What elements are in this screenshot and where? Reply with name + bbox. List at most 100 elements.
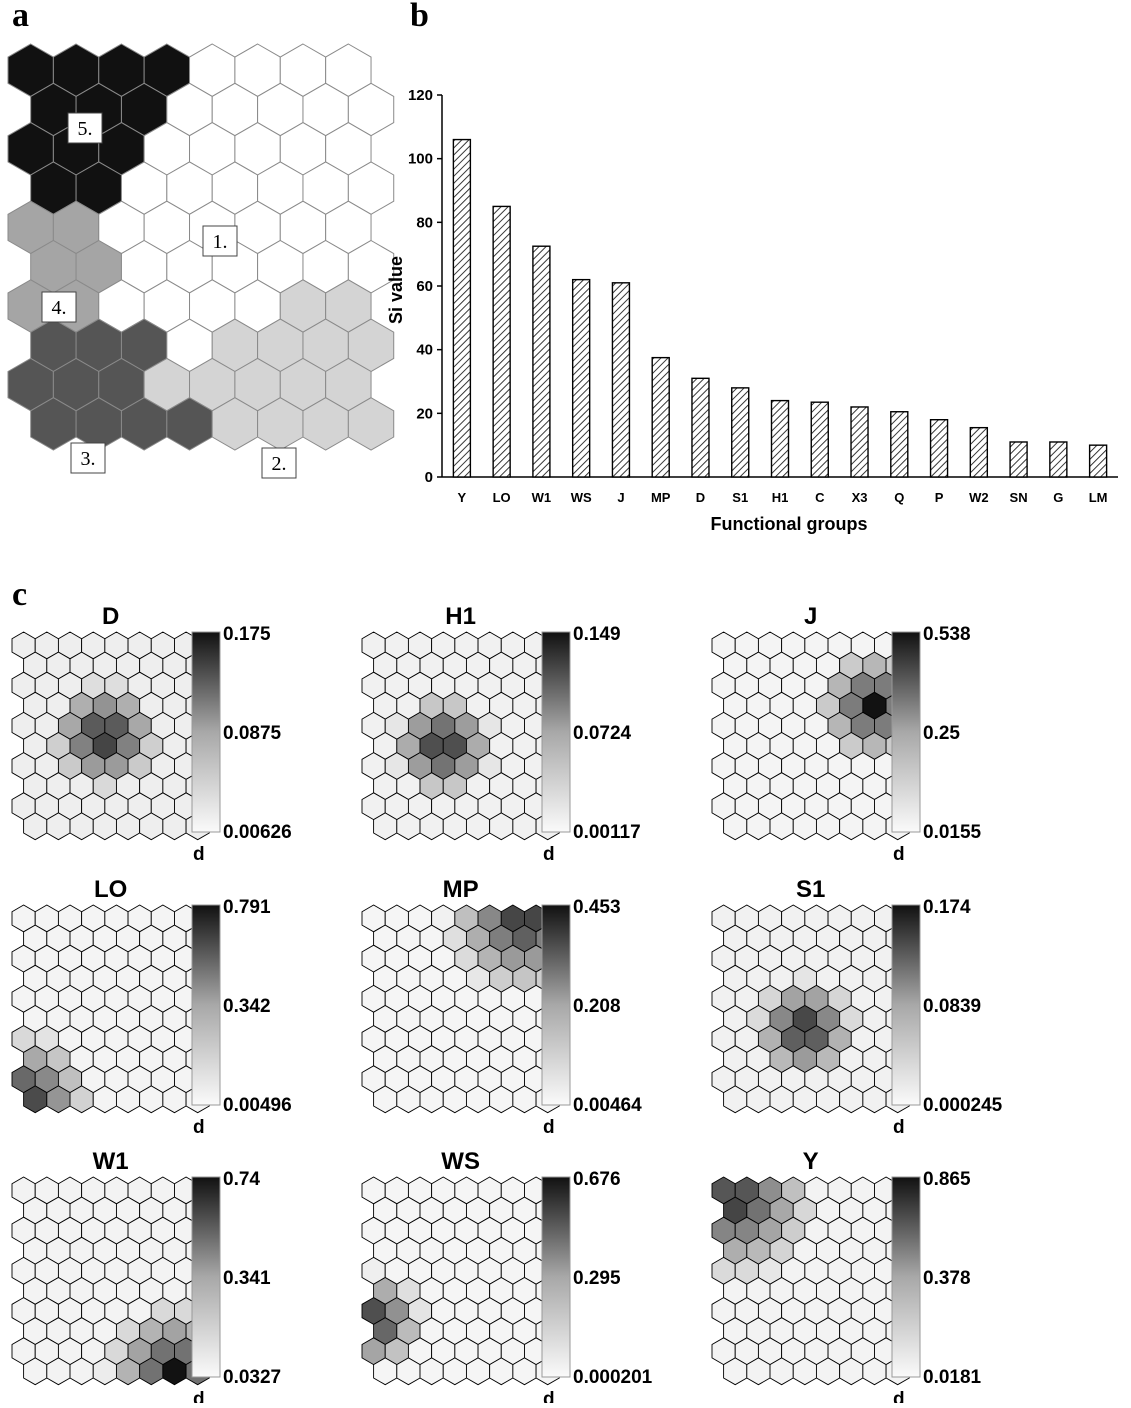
colorbar-max-label: 0.175 (223, 624, 271, 645)
bar (611, 282, 631, 478)
component-planes: D 0.175 0.0875 0.00626 d H1 0.149 0.0724 0.00117… (11, 603, 1003, 1408)
category-label: H1 (772, 490, 789, 505)
colorbar (191, 631, 221, 833)
category-label: P (935, 490, 944, 505)
bar (929, 419, 949, 478)
colorbar-min-label: 0.0181 (923, 1367, 982, 1388)
colorbar (541, 1176, 571, 1378)
category-label: LM (1089, 490, 1108, 505)
colorbar (891, 631, 921, 833)
colorbar-min-label: 0.0327 (223, 1367, 281, 1388)
bar (532, 245, 551, 478)
colorbar (541, 631, 571, 833)
colorbar-label: d (193, 1117, 205, 1138)
category-label: SN (1010, 490, 1028, 505)
component-plane-h1: H1 0.149 0.0724 0.00117 d (361, 603, 641, 865)
colorbar-min-label: 0.000201 (573, 1367, 653, 1388)
cluster-label-box (202, 225, 238, 257)
y-tick-label: 120 (408, 87, 433, 104)
cluster-hex (347, 397, 395, 451)
colorbar-label: d (543, 1117, 555, 1138)
category-label: Y (458, 490, 467, 505)
component-plane-title: MP (443, 876, 479, 903)
y-tick-label: 40 (416, 342, 433, 359)
colorbar-min-label: 0.00626 (223, 822, 292, 843)
component-plane-d: D 0.175 0.0875 0.00626 d (11, 603, 292, 865)
component-plane-j: J 0.538 0.25 0.0155 d (711, 603, 982, 865)
bar (1009, 441, 1028, 478)
colorbar-min-label: 0.000245 (923, 1095, 1003, 1116)
colorbar-label: d (893, 844, 905, 865)
panel-label-b: b (410, 0, 429, 34)
y-tick-label: 60 (416, 278, 433, 295)
component-plane-title: LO (94, 876, 127, 903)
cluster-label-box (261, 447, 297, 479)
colorbar-max-label: 0.453 (573, 897, 621, 918)
category-label: Q (894, 490, 904, 505)
category-label: X3 (852, 490, 868, 505)
category-label: S1 (732, 490, 748, 505)
category-label: LO (493, 490, 511, 505)
category-label: W2 (969, 490, 989, 505)
component-plane-title: D (102, 603, 119, 630)
colorbar-min-label: 0.0155 (923, 822, 982, 843)
bar (890, 411, 909, 478)
colorbar-min-label: 0.00464 (573, 1095, 642, 1116)
cluster-label: 5. (78, 118, 93, 140)
colorbar (541, 904, 571, 1106)
panel-label-a: a (12, 0, 29, 34)
colorbar-min-label: 0.00117 (573, 822, 641, 843)
bar (651, 356, 670, 478)
som-cluster-map: 5. 1. 4. 3. 2. (7, 43, 395, 479)
si-bar-chart: 0 20 40 60 80 100 120 Y LO W1 WS J MP D S1 H1 C X3 Q P W2 SN G… (386, 87, 1118, 534)
colorbar-max-label: 0.149 (573, 624, 621, 645)
component-plane-title: S1 (796, 876, 825, 903)
bar (1088, 444, 1108, 478)
bar (452, 138, 472, 478)
category-label: G (1053, 490, 1063, 505)
colorbar-max-label: 0.74 (223, 1169, 260, 1190)
category-label: D (696, 490, 705, 505)
component-plane-title: J (804, 603, 817, 630)
component-plane-title: Y (803, 1148, 819, 1175)
colorbar (891, 1176, 921, 1378)
colorbar-mid-label: 0.0875 (223, 723, 282, 744)
category-label: MP (651, 490, 671, 505)
cluster-label-box (70, 442, 106, 474)
component-plane-mp: MP 0.453 0.208 0.00464 d (361, 876, 642, 1138)
component-plane-title: H1 (445, 603, 476, 630)
cluster-label-box (41, 291, 77, 323)
colorbar-label: d (193, 1389, 205, 1403)
component-plane-lo: LO 0.791 0.342 0.00496 d (11, 876, 292, 1138)
bar (691, 377, 710, 478)
bar (969, 426, 989, 478)
colorbar-max-label: 0.538 (923, 624, 971, 645)
colorbar (191, 904, 221, 1106)
y-tick-label: 100 (408, 151, 433, 168)
colorbar (891, 904, 921, 1106)
colorbar-max-label: 0.174 (923, 897, 971, 918)
colorbar-mid-label: 0.25 (923, 723, 960, 744)
colorbar-mid-label: 0.341 (223, 1268, 271, 1289)
cluster-label: 4. (52, 297, 67, 319)
bar (571, 278, 591, 478)
component-plane-title: W1 (93, 1148, 129, 1175)
category-label: W1 (532, 490, 552, 505)
colorbar-mid-label: 0.0724 (573, 723, 632, 744)
colorbar-label: d (893, 1117, 905, 1138)
component-plane-y: Y 0.865 0.378 0.0181 d (711, 1148, 982, 1408)
bar (492, 205, 511, 478)
y-tick-label: 20 (416, 405, 433, 422)
panel-label-c: c (12, 576, 27, 613)
colorbar-label: d (543, 1389, 555, 1403)
colorbar-label: d (543, 844, 555, 865)
colorbar-mid-label: 0.295 (573, 1268, 621, 1289)
x-axis-label: Functional groups (711, 514, 868, 534)
colorbar-mid-label: 0.342 (223, 996, 271, 1017)
colorbar-max-label: 0.865 (923, 1169, 971, 1190)
colorbar (191, 1176, 221, 1378)
component-plane-title: WS (441, 1148, 480, 1175)
category-label: C (815, 490, 825, 505)
category-label: J (617, 490, 624, 505)
colorbar-label: d (893, 1389, 905, 1403)
